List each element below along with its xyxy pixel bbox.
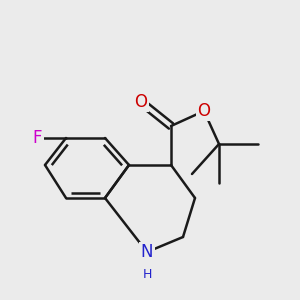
- Text: O: O: [197, 102, 211, 120]
- Text: H: H: [142, 268, 152, 281]
- Text: N: N: [141, 243, 153, 261]
- Text: F: F: [33, 129, 42, 147]
- Text: O: O: [134, 93, 148, 111]
